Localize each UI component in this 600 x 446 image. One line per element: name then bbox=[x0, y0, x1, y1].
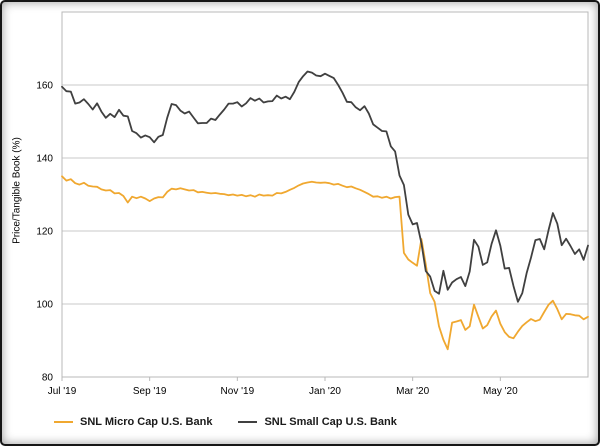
x-tick-label: Sep '19 bbox=[133, 386, 167, 397]
y-tick-label-80: 80 bbox=[42, 373, 54, 384]
x-tick-label: Jul '19 bbox=[48, 386, 77, 397]
x-tick-label: Jan '20 bbox=[309, 386, 341, 397]
y-tick-label-120: 120 bbox=[36, 227, 53, 238]
series-line-snl-small-cap-us-bank bbox=[61, 70, 589, 303]
legend-label-small-cap: SNL Small Cap U.S. Bank bbox=[264, 416, 397, 428]
series-line-snl-micro-cap-us-bank bbox=[61, 175, 589, 351]
legend: SNL Micro Cap U.S. Bank SNL Small Cap U.… bbox=[54, 413, 397, 431]
price-tangible-book-chart: 80 100 120 140 160 Jul '19 Sep '19 Nov '19 Jan '… bbox=[36, 11, 589, 397]
y-tick-label-100: 100 bbox=[36, 300, 53, 311]
x-tick-label: Mar '20 bbox=[396, 386, 429, 397]
legend-item-micro-cap: SNL Micro Cap U.S. Bank bbox=[54, 416, 212, 428]
y-axis-title: Price/Tangible Book (%) bbox=[11, 137, 23, 244]
y-tick-label-140: 140 bbox=[36, 154, 53, 165]
x-tick-label: Nov '19 bbox=[221, 386, 255, 397]
x-tick-label: May '20 bbox=[483, 386, 518, 397]
legend-line-swatch-micro-cap bbox=[54, 421, 73, 423]
y-tick-label-160: 160 bbox=[36, 81, 53, 92]
legend-item-small-cap: SNL Small Cap U.S. Bank bbox=[238, 416, 397, 428]
plot-border bbox=[61, 11, 589, 378]
legend-label-micro-cap: SNL Micro Cap U.S. Bank bbox=[80, 416, 213, 428]
legend-line-swatch-small-cap bbox=[238, 421, 258, 423]
